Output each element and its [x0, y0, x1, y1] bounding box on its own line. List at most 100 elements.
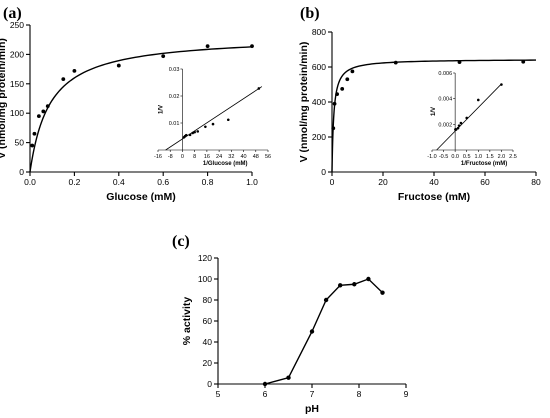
inset-x-tick-label-a: -8 [168, 154, 173, 160]
x-tick-label-b: 40 [429, 177, 439, 187]
inset-data-point-b [500, 83, 503, 86]
y-tick-label-b: 800 [312, 27, 326, 37]
fit-curve-a [29, 46, 253, 173]
inset-data-point-b [456, 126, 460, 130]
data-point-c [323, 297, 329, 303]
data-point-c [262, 381, 268, 387]
inset-x-tick-label-b: 2.5 [509, 154, 517, 160]
y-tick-label-b: 600 [312, 62, 326, 72]
data-point-b [457, 60, 462, 64]
data-point-c [352, 282, 357, 287]
y-axis-title-c: % activity [181, 297, 193, 346]
y-tick-label-a: 250 [10, 20, 24, 30]
data-point-c [338, 283, 343, 288]
x-tick-label-a: 0.4 [113, 177, 125, 187]
y-tick-label-a: 150 [10, 79, 24, 89]
panel-label-a: (a) [3, 5, 22, 22]
y-tick-label-a: 100 [10, 108, 24, 118]
data-point-c [366, 276, 371, 282]
x-tick-label-b: 60 [480, 177, 490, 187]
data-point-b [332, 101, 337, 106]
panel-label-c: (c) [172, 233, 190, 250]
series-line-c [264, 278, 383, 385]
data-point-a [30, 143, 35, 148]
inset-x-tick-label-b: -1.0 [427, 154, 436, 160]
inset-fit-line-a [165, 86, 263, 151]
data-point-c [309, 329, 315, 334]
data-point-a [250, 44, 254, 49]
inset-x-tick-label-b: 1.0 [474, 154, 482, 160]
data-point-b [331, 126, 336, 131]
data-point-b [350, 69, 355, 74]
inset-y-tick-label-b: 0.006 [438, 71, 452, 77]
inset-x-tick-label-a: 48 [253, 154, 259, 160]
y-tick-label-c: 20 [203, 358, 213, 368]
inset-data-point-a [184, 133, 188, 137]
inset-x-tick-label-a: 8 [193, 154, 196, 160]
inset-y-tick-label-b: 0.004 [438, 97, 452, 103]
panel-c: (c) 5 6 7 8 9 0 20 40 60 80 100 120 pH % activity [172, 233, 409, 415]
x-tick-label-a: 0.8 [202, 177, 214, 187]
inset-x-tick-label-a: 40 [240, 154, 246, 160]
inset-data-point-b [476, 98, 480, 102]
data-point-a [61, 77, 66, 81]
panel-label-b: (b) [300, 5, 320, 22]
y-tick-label-b: 0 [321, 167, 326, 177]
data-point-c [286, 375, 291, 380]
x-tick-label-c: 7 [310, 389, 315, 399]
inset-x-tick-label-b: 0.5 [463, 154, 471, 160]
x-tick-label-b: 0 [330, 177, 335, 187]
y-tick-label-c: 40 [203, 337, 213, 347]
inset-data-point-a [226, 118, 230, 122]
y-tick-label-c: 120 [198, 253, 212, 263]
y-tick-label-c: 60 [203, 316, 213, 326]
inset-y-tick-label-a: 0.02 [169, 94, 180, 100]
data-point-a [41, 109, 46, 114]
data-point-c [380, 290, 385, 295]
inset-y-tick-label-b: 0.002 [438, 122, 452, 128]
inset-x-title-b: 1/Fructose (mM) [461, 161, 507, 167]
inset-data-point-b [459, 121, 463, 125]
inset-y-title-b: 1/V [431, 107, 437, 116]
inset-data-point-a [257, 87, 261, 90]
inset-x-tick-label-a: 0 [181, 154, 184, 160]
inset-x-title-a: 1/Glucose (mM) [203, 161, 248, 167]
inset-x-tick-label-b: -0.5 [439, 154, 448, 160]
inset-x-tick-label-a: -16 [154, 154, 162, 160]
data-point-a [45, 104, 50, 109]
x-tick-label-a: 0.6 [157, 177, 169, 187]
data-point-a [161, 54, 166, 59]
inset-data-point-a [196, 130, 200, 133]
panel-a: (a) 0.0 0.2 0.4 0.6 0.8 1.0 0 50 100 150 200 250 Gluc… [0, 5, 271, 203]
x-tick-label-b: 80 [531, 177, 541, 187]
x-axis-title-a: Glucose (mM) [106, 191, 175, 203]
data-point-a [72, 68, 77, 73]
data-point-a [36, 114, 41, 119]
y-tick-label-a: 0 [19, 167, 24, 177]
x-axis-title-b: Fructose (mM) [398, 191, 470, 203]
y-tick-label-b: 200 [312, 132, 326, 142]
y-tick-label-c: 0 [207, 379, 212, 389]
x-axis-title-c: pH [305, 403, 319, 415]
inset-x-tick-label-b: 0.0 [451, 154, 459, 160]
x-tick-label-c: 9 [404, 389, 409, 399]
inset-x-tick-label-a: 24 [216, 154, 222, 160]
inset-a: -16 -8 0 8 16 24 32 40 48 56 0.01 0.02 0.03 1/Glucose… [154, 67, 271, 167]
inset-data-point-a [193, 130, 196, 134]
inset-fit-line-b [436, 83, 502, 151]
inset-x-tick-label-b: 1.5 [486, 154, 494, 160]
x-tick-label-a: 1.0 [246, 177, 258, 187]
data-point-b [345, 77, 350, 82]
inset-data-point-b [465, 116, 469, 120]
x-tick-label-a: 0.0 [24, 177, 36, 187]
y-tick-label-c: 100 [198, 274, 212, 284]
inset-y-title-a: 1/V [158, 105, 164, 114]
inset-data-point-b [454, 128, 458, 131]
x-tick-label-c: 6 [263, 389, 268, 399]
y-axis-title-a: V (nmol/mg protein/min) [0, 38, 8, 159]
data-point-a [205, 44, 210, 49]
data-point-a [32, 131, 37, 136]
data-point-b [335, 92, 339, 97]
x-tick-label-c: 5 [216, 389, 221, 399]
